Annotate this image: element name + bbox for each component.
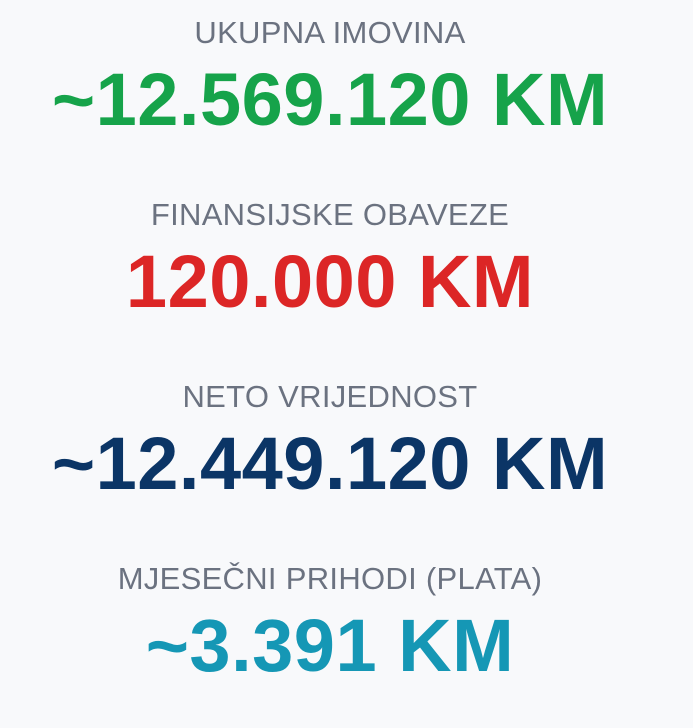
monthly-income-card: MJESEČNI PRIHODI (PLATA) ~3.391 KM [0,546,660,728]
total-assets-card: UKUPNA IMOVINA ~12.569.120 KM [0,0,660,182]
liabilities-value: 120.000 KM [125,240,535,323]
liabilities-label: FINANSIJSKE OBAVEZE [150,197,510,232]
monthly-income-value: ~3.391 KM [145,604,515,687]
total-assets-label: UKUPNA IMOVINA [194,15,466,50]
net-worth-value: ~12.449.120 KM [51,422,609,505]
liabilities-card: FINANSIJSKE OBAVEZE 120.000 KM [0,182,660,364]
total-assets-value: ~12.569.120 KM [51,58,609,141]
net-worth-label: NETO VRIJEDNOST [182,379,478,414]
net-worth-card: NETO VRIJEDNOST ~12.449.120 KM [0,364,660,546]
monthly-income-label: MJESEČNI PRIHODI (PLATA) [117,561,543,596]
summary-panel: UKUPNA IMOVINA ~12.569.120 KM FINANSIJSK… [0,0,660,728]
